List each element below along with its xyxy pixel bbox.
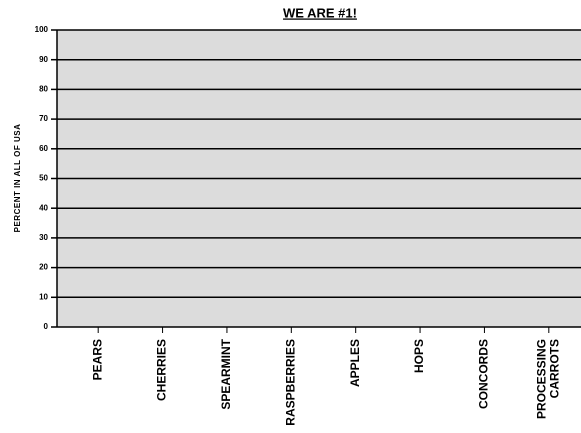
x-tick-label: HOPS: [412, 339, 426, 373]
y-tick-label: 20: [39, 263, 48, 272]
y-tick-label: 80: [39, 85, 48, 94]
y-tick-label: 50: [39, 174, 48, 183]
x-tick-label: CHERRIES: [155, 339, 169, 401]
y-tick-label: 0: [44, 322, 49, 331]
x-tick-label: RASPBERRIES: [283, 339, 297, 426]
y-tick-label: 40: [39, 203, 48, 212]
x-tick-label: SPEARMINT: [219, 338, 233, 409]
x-tick-label: APPLES: [348, 339, 362, 387]
y-tick-label: 60: [39, 144, 48, 153]
x-tick-label: PROCESSINGCARROTS: [534, 339, 561, 419]
y-tick-label: 10: [39, 292, 48, 301]
x-tick-label: PEARS: [90, 339, 104, 380]
y-tick-label: 100: [35, 25, 49, 34]
chart-title: WE ARE #1!: [283, 5, 357, 20]
x-tick-label: CONCORDS: [477, 339, 491, 409]
y-tick-label: 70: [39, 114, 48, 123]
y-axis-label: PERCENT IN ALL OF USA: [13, 124, 22, 233]
y-tick-label: 90: [39, 55, 48, 64]
y-tick-label: 30: [39, 233, 48, 242]
